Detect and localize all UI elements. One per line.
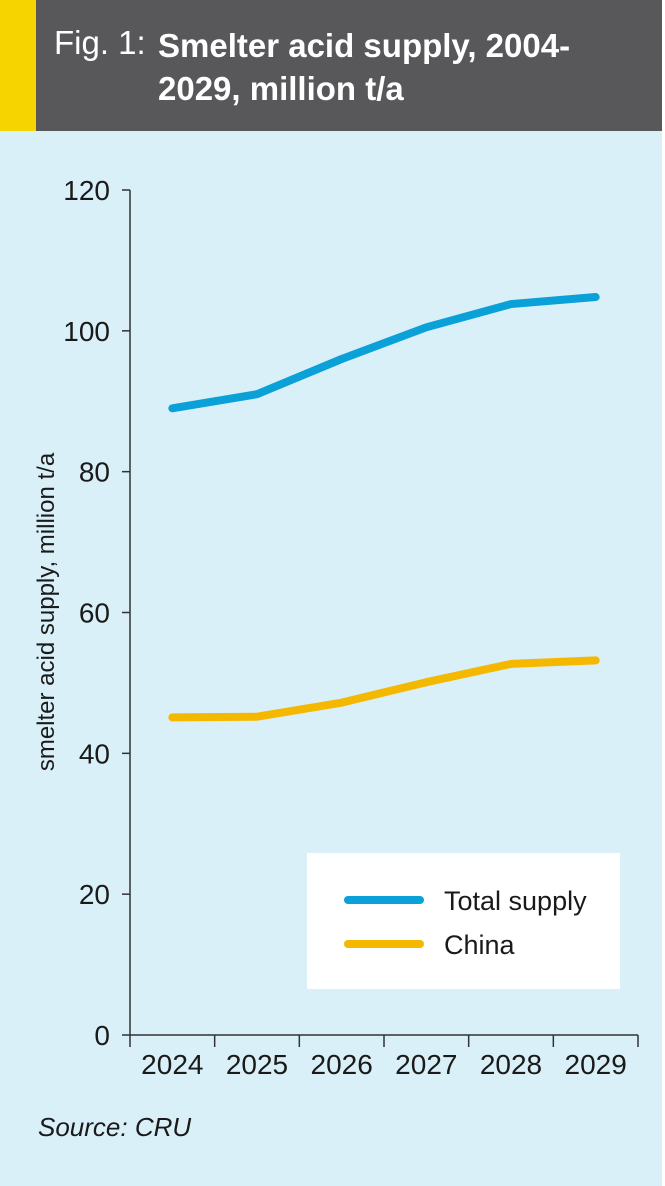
series-line-china bbox=[168, 656, 600, 722]
data-point bbox=[510, 663, 512, 665]
x-tick-label: 2029 bbox=[565, 1049, 627, 1080]
legend-label: Total supply bbox=[444, 886, 587, 916]
source-note: Source: CRU bbox=[38, 1112, 192, 1142]
figure-label: Fig. 1: bbox=[54, 24, 146, 61]
data-point bbox=[256, 716, 258, 718]
x-axis-ticks: 2024 2025 2026 2027 2028 2029 bbox=[129, 1035, 639, 1080]
y-axis-ticks: 0 20 40 60 80 100 120 bbox=[63, 175, 130, 1051]
x-tick-label: 2027 bbox=[395, 1049, 457, 1080]
legend-label: China bbox=[444, 930, 516, 960]
data-point bbox=[425, 681, 427, 683]
x-tick-label: 2028 bbox=[480, 1049, 542, 1080]
data-point bbox=[425, 326, 427, 328]
legend-box bbox=[307, 853, 620, 989]
line-chart: 0 20 40 60 80 100 120 2024 2025 2026 2027 2028 2029… bbox=[33, 175, 639, 1080]
legend: Total supply China bbox=[307, 853, 620, 989]
data-point bbox=[341, 702, 343, 704]
data-point bbox=[171, 716, 173, 718]
series-line-total-supply bbox=[168, 293, 600, 413]
data-point bbox=[341, 358, 343, 360]
y-tick-label: 100 bbox=[63, 316, 110, 347]
y-axis-label: smelter acid supply, million t/a bbox=[33, 452, 60, 771]
data-point bbox=[595, 659, 597, 661]
figure-title: Smelter acid supply, 2004-2029, million … bbox=[158, 27, 571, 107]
x-tick-label: 2026 bbox=[311, 1049, 373, 1080]
series-lines bbox=[168, 293, 600, 722]
figure-header: Fig. 1: Smelter acid supply, 2004-2029, … bbox=[0, 0, 662, 131]
data-point bbox=[510, 303, 512, 305]
y-tick-label: 120 bbox=[63, 175, 110, 206]
y-tick-label: 80 bbox=[79, 457, 110, 488]
data-point bbox=[595, 296, 597, 298]
y-tick-label: 20 bbox=[79, 879, 110, 910]
y-tick-label: 40 bbox=[79, 738, 110, 769]
data-point bbox=[171, 407, 173, 409]
x-tick-label: 2025 bbox=[226, 1049, 288, 1080]
header-accent-bar bbox=[0, 0, 36, 131]
data-point bbox=[256, 393, 258, 395]
x-tick-label: 2024 bbox=[141, 1049, 203, 1080]
y-tick-label: 60 bbox=[79, 598, 110, 629]
y-tick-label: 0 bbox=[94, 1020, 110, 1051]
